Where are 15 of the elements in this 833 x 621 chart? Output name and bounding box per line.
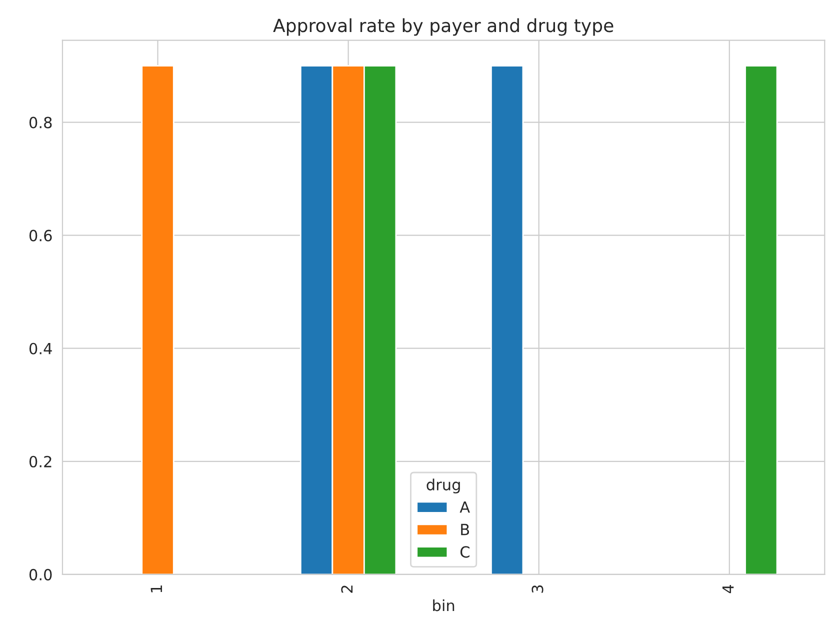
legend-title: drug — [426, 478, 460, 494]
y-tick-label: 0.4 — [29, 342, 52, 354]
y-tick-label: 0.6 — [29, 230, 52, 242]
legend-label: B — [461, 524, 470, 536]
chart-title: Approval rate by payer and drug type — [273, 18, 614, 36]
x-tick-label: 3 — [532, 585, 544, 593]
x-axis-title: bin — [433, 599, 454, 612]
legend-label: C — [460, 546, 470, 558]
legend-label: A — [460, 502, 470, 513]
y-tick-label: 0.2 — [29, 456, 52, 468]
y-tick-label: 0.0 — [29, 568, 52, 580]
x-tick-label: 1 — [150, 586, 162, 592]
y-tick-label: 0.8 — [29, 116, 52, 128]
x-tick-label: 4 — [722, 585, 734, 594]
x-tick-label: 2 — [341, 586, 353, 593]
